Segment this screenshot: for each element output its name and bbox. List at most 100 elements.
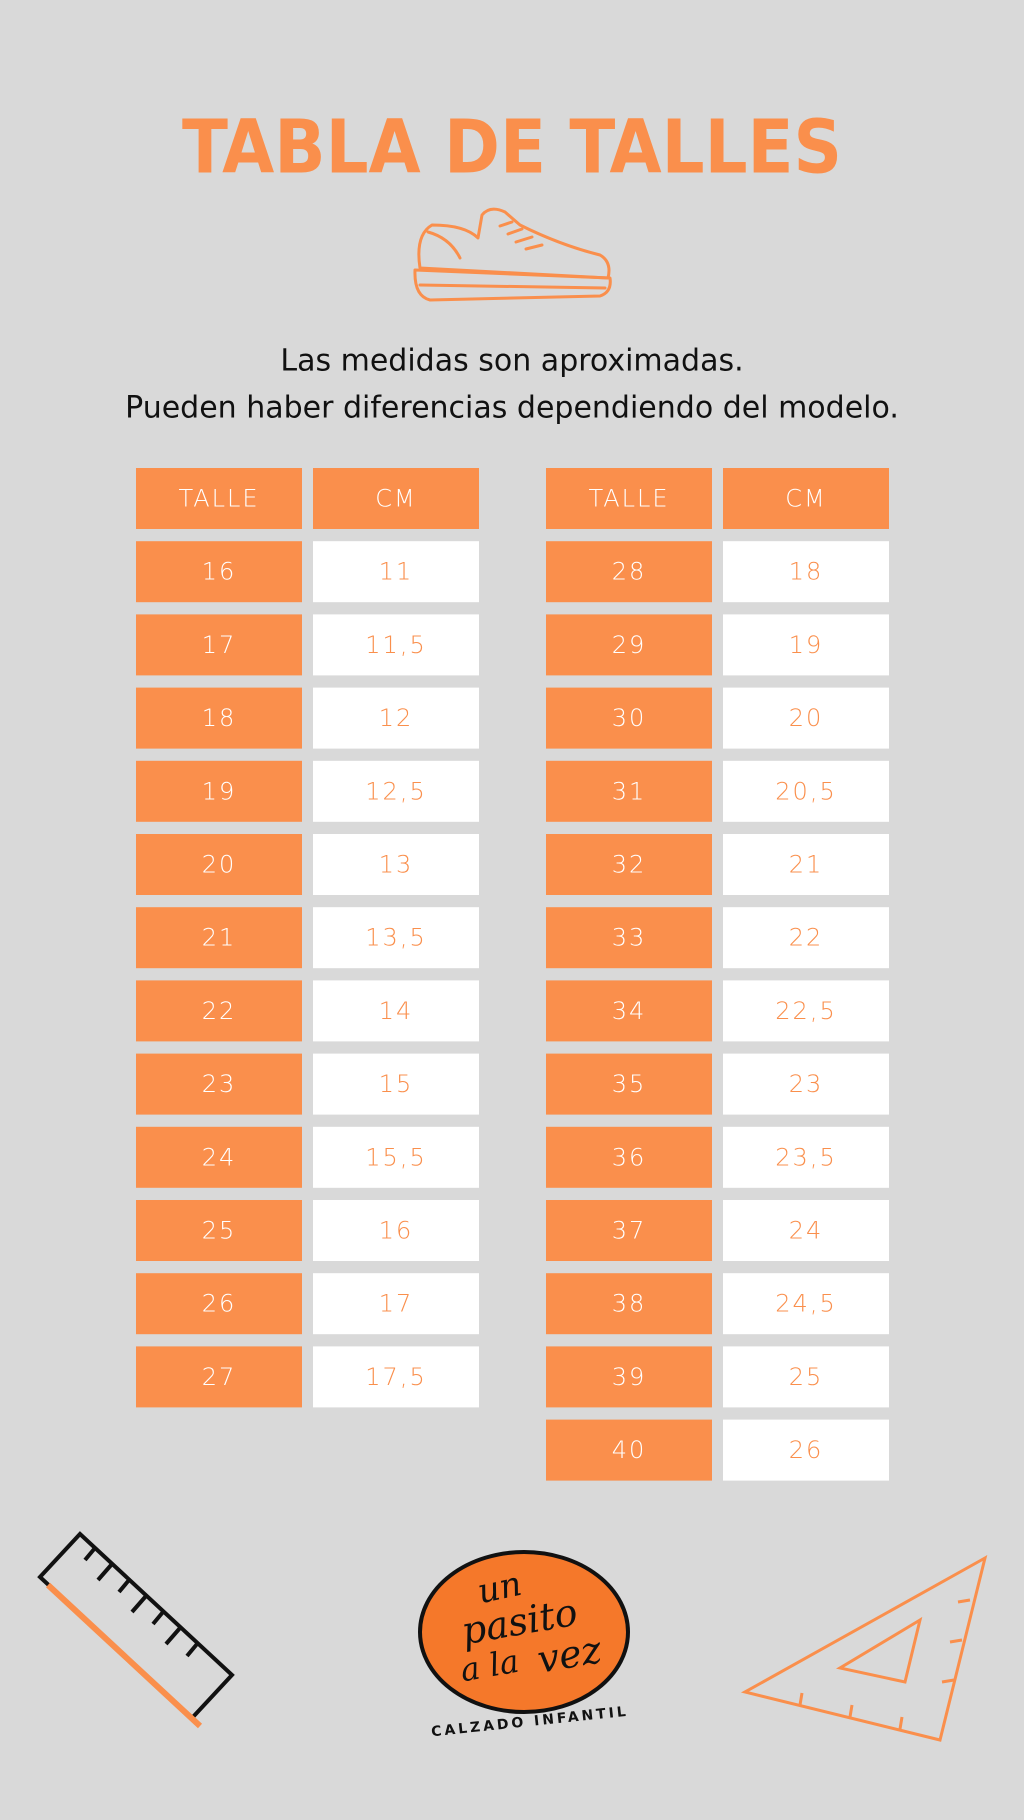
cm-cell (723, 541, 889, 603)
cm-text: 22 (789, 924, 824, 952)
size-cell (546, 1126, 712, 1188)
size-text: 23 (202, 1070, 237, 1098)
size-text: 27 (202, 1363, 237, 1391)
cm-cell (313, 687, 479, 749)
cm-cell (313, 1273, 479, 1335)
size-text: 34 (612, 997, 647, 1025)
cm-text: 20 (789, 704, 824, 732)
cm-text: 11 (379, 558, 414, 586)
logo-badge (418, 1550, 630, 1714)
cm-text: 24,5 (775, 1290, 836, 1318)
size-text: 24 (202, 1143, 237, 1171)
size-text: 30 (612, 704, 647, 732)
size-text: 36 (612, 1143, 647, 1171)
size-text: 33 (612, 924, 647, 952)
size-cell (136, 687, 302, 749)
header-cell (313, 468, 479, 529)
cm-text: 20,5 (775, 777, 836, 805)
size-text: 18 (202, 704, 237, 732)
cm-text: 22,5 (775, 997, 836, 1025)
header-text: TALLE (178, 485, 259, 513)
size-text: 37 (612, 1217, 647, 1245)
size-text: 29 (612, 631, 647, 659)
size-cell (136, 1200, 302, 1261)
size-cell (546, 614, 712, 676)
size-text: 39 (612, 1363, 647, 1391)
size-cell (136, 1126, 302, 1188)
cm-cell (313, 1346, 479, 1408)
logo: un pasito a la vez CALZADO INFANTIL (418, 1550, 630, 1740)
cm-cell (723, 1419, 889, 1481)
header-text: CM (375, 485, 416, 513)
cm-cell (313, 541, 479, 603)
size-cell (136, 1273, 302, 1335)
size-cell (136, 980, 302, 1042)
size-text: 20 (202, 851, 237, 879)
size-text: 26 (202, 1290, 237, 1318)
size-text: 25 (202, 1217, 237, 1245)
cm-cell (723, 614, 889, 676)
header-text: TALLE (588, 485, 669, 513)
cm-text: 13 (379, 851, 414, 879)
size-cell (546, 541, 712, 603)
triangle-icon (740, 1555, 988, 1742)
cm-cell (313, 760, 479, 822)
cm-cell (723, 1346, 889, 1408)
cm-text: 11,5 (365, 631, 426, 659)
cm-cell (313, 1200, 479, 1261)
logo-text: un (474, 1564, 525, 1612)
size-cell (136, 541, 302, 603)
size-text: 21 (202, 924, 237, 952)
cm-cell (723, 1200, 889, 1261)
cm-cell (723, 834, 889, 895)
size-text: 32 (612, 851, 647, 879)
cm-text: 24 (789, 1217, 824, 1245)
header-cell (723, 468, 889, 529)
header-cell (546, 468, 712, 529)
size-cell (546, 1053, 712, 1115)
cm-text: 25 (789, 1363, 824, 1391)
size-cell (546, 1346, 712, 1408)
shoe-icon (413, 207, 612, 302)
cm-text: 21 (789, 851, 824, 879)
size-cell (136, 1346, 302, 1408)
size-text: 28 (612, 558, 647, 586)
cm-cell (723, 1053, 889, 1115)
cm-text: 14 (379, 997, 414, 1025)
cm-cell (313, 614, 479, 676)
subtitle-line: Las medidas son aproximadas. (280, 344, 743, 379)
cm-cell (723, 907, 889, 969)
size-text: 40 (612, 1436, 647, 1464)
size-cell (136, 907, 302, 969)
subtitle-line: Pueden haber diferencias dependiendo del… (125, 391, 899, 426)
size-text: 38 (612, 1290, 647, 1318)
cm-text: 23,5 (775, 1143, 836, 1171)
size-cell (546, 760, 712, 822)
cm-text: 17 (379, 1290, 414, 1318)
size-cell (546, 980, 712, 1042)
cm-text: 13,5 (365, 924, 426, 952)
size-text: 35 (612, 1070, 647, 1098)
size-cell (546, 1273, 712, 1335)
size-text: 19 (202, 777, 237, 805)
cm-cell (313, 980, 479, 1042)
cm-cell (723, 980, 889, 1042)
size-cell (546, 834, 712, 895)
cm-text: 15 (379, 1070, 414, 1098)
cm-text: 19 (789, 631, 824, 659)
size-text: 31 (612, 777, 647, 805)
size-text: 17 (202, 631, 237, 659)
size-cell (136, 1053, 302, 1115)
cm-cell (723, 1273, 889, 1335)
cm-text: 15,5 (365, 1143, 426, 1171)
header-cell (136, 468, 302, 529)
cm-cell (313, 1053, 479, 1115)
cm-cell (313, 1126, 479, 1188)
cm-text: 18 (789, 558, 824, 586)
cm-cell (723, 687, 889, 749)
cm-cell (723, 1126, 889, 1188)
size-cell (546, 1419, 712, 1481)
size-cell (136, 760, 302, 822)
